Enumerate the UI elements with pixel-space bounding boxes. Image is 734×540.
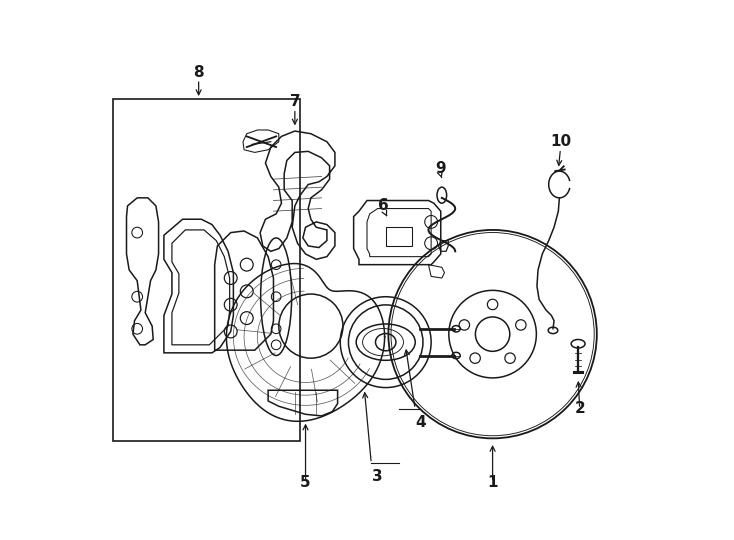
Text: 7: 7 <box>289 94 300 109</box>
Text: 9: 9 <box>435 161 446 176</box>
Bar <box>385 227 413 246</box>
Text: 2: 2 <box>574 401 585 416</box>
Text: 3: 3 <box>372 469 383 484</box>
Text: 6: 6 <box>378 198 388 213</box>
Text: 8: 8 <box>193 65 204 80</box>
Text: 10: 10 <box>550 134 571 149</box>
Text: 5: 5 <box>300 475 311 490</box>
Text: 4: 4 <box>415 415 426 430</box>
Text: 1: 1 <box>487 475 498 490</box>
